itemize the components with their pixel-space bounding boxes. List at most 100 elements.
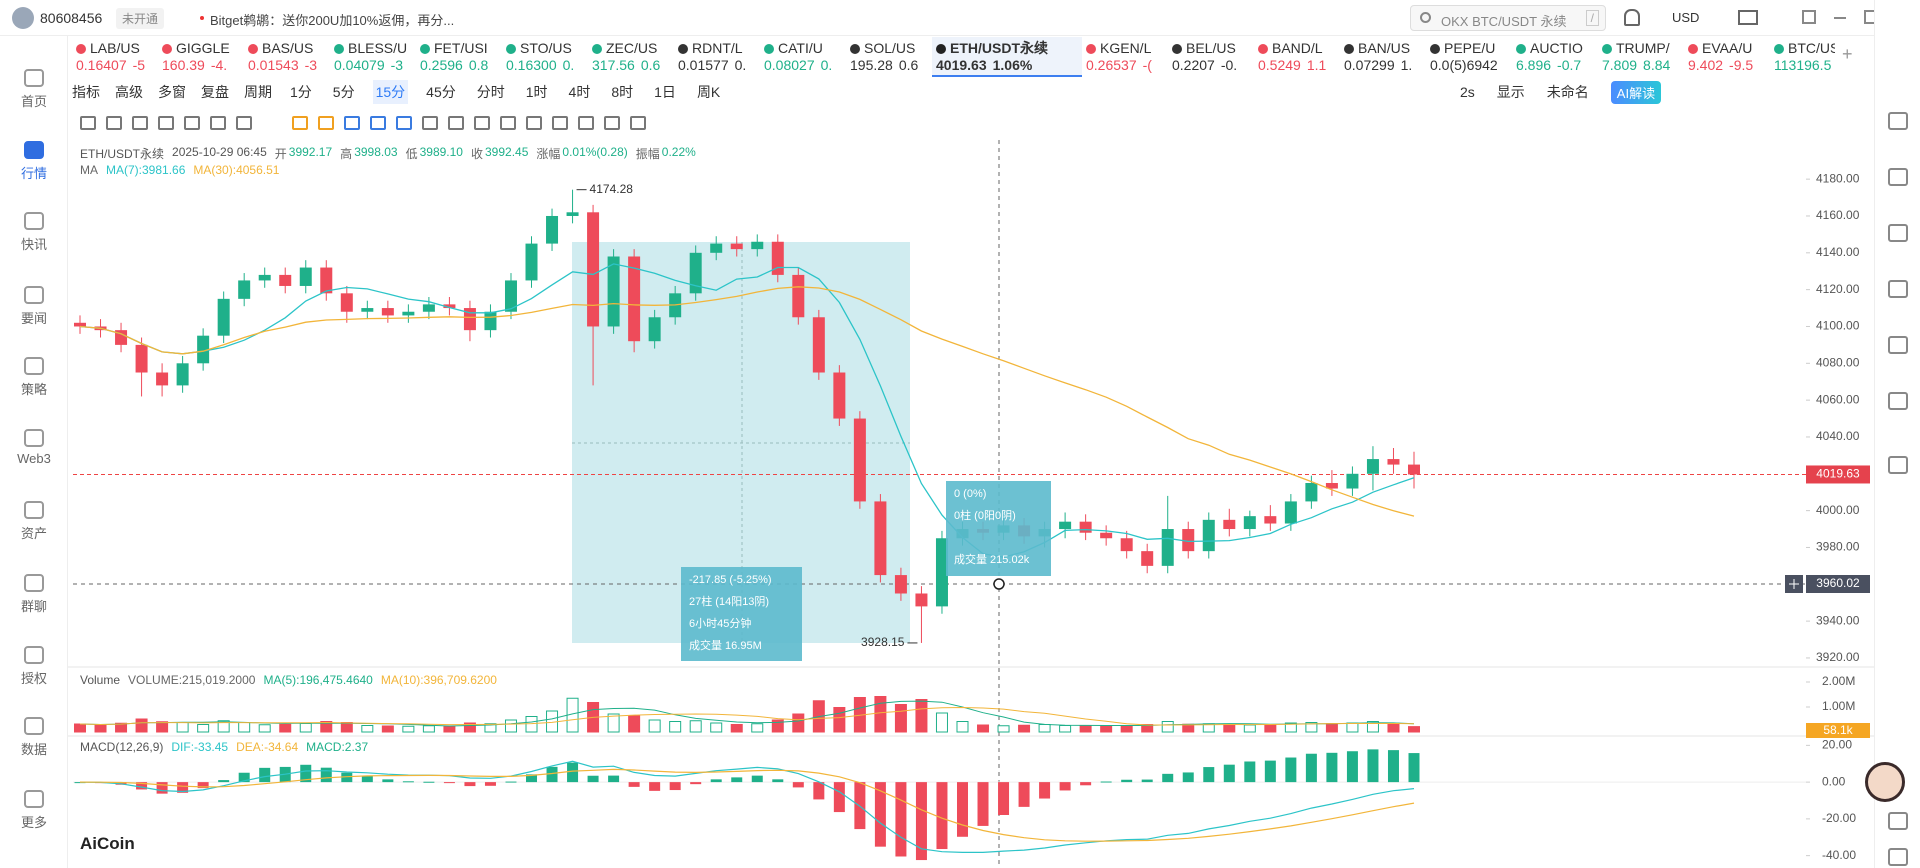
candle-body	[340, 293, 353, 312]
nav-item[interactable]: 授权	[0, 646, 68, 687]
window-icon[interactable]	[1802, 10, 1816, 24]
draw-tool-icon[interactable]	[236, 116, 252, 130]
draw-tool-icon[interactable]	[448, 116, 464, 130]
volume-bar	[956, 721, 969, 733]
nav-item[interactable]: 首页	[0, 69, 68, 110]
period-button[interactable]: 45分	[426, 84, 456, 100]
sidebar-icon[interactable]	[1888, 280, 1908, 298]
sidebar-icon[interactable]	[1888, 112, 1908, 130]
nav-item[interactable]: 群聊	[0, 574, 68, 615]
sidebar-icon[interactable]	[1888, 168, 1908, 186]
ticker-item[interactable]: BAS/US 0.01543 -3	[244, 37, 330, 77]
period-button[interactable]: 15分	[372, 80, 409, 104]
avatar[interactable]	[12, 7, 34, 29]
draw-tool-icon[interactable]	[552, 116, 568, 130]
ticker-item[interactable]: BEL/US 0.2207 -0.	[1168, 37, 1254, 77]
draw-tool-icon[interactable]	[210, 116, 226, 130]
tool-right[interactable]: AI解读	[1610, 80, 1662, 104]
nav-item[interactable]: 数据	[0, 717, 68, 758]
ticker-item[interactable]: BLESS/U 0.04079 -3	[330, 37, 416, 77]
ticker-item[interactable]: ETH/USDT永续 4019.63 1.06%	[932, 37, 1082, 77]
nav-item[interactable]: 行情	[0, 141, 68, 182]
tool-button[interactable]: 高级	[115, 84, 143, 100]
ticker-item[interactable]: STO/US 0.16300 0.	[502, 37, 588, 77]
tool-right[interactable]: 2s	[1460, 84, 1475, 100]
period-button[interactable]: 1分	[290, 84, 312, 100]
draw-tool-icon[interactable]	[80, 116, 96, 130]
tool-button[interactable]: 指标	[72, 84, 100, 100]
volume-bar	[669, 721, 682, 733]
sidebar-icon[interactable]	[1888, 224, 1908, 242]
draw-tool-icon[interactable]	[344, 116, 360, 130]
period-button[interactable]: 周K	[696, 84, 721, 100]
draw-tool-icon[interactable]	[370, 116, 386, 130]
sidebar-icon[interactable]	[1888, 392, 1908, 410]
bell-icon[interactable]	[1624, 9, 1640, 26]
ticker-item[interactable]: BAND/L 0.5249 1.1	[1254, 37, 1340, 77]
draw-tool-icon[interactable]	[132, 116, 148, 130]
draw-tool-icon[interactable]	[604, 116, 620, 130]
ticker-item[interactable]: SOL/US 195.28 0.6	[846, 37, 932, 77]
draw-tool-icon[interactable]	[630, 116, 646, 130]
draw-tool-icon[interactable]	[318, 116, 334, 130]
ticker-item[interactable]: EVAA/U 9.402 -9.5	[1684, 37, 1770, 77]
ticker-item[interactable]: PEPE/U 0.0(5)6942	[1426, 37, 1512, 77]
draw-tool-icon[interactable]	[500, 116, 516, 130]
draw-tool-icon[interactable]	[292, 116, 308, 130]
sidebar-icon[interactable]	[1888, 336, 1908, 354]
period-button[interactable]: 1日	[654, 84, 676, 100]
tool-right[interactable]: 显示	[1496, 84, 1525, 100]
ticker-item[interactable]: KGEN/L 0.26537 -(	[1082, 37, 1168, 77]
ticker-item[interactable]: TRUMP/7.809 8.84	[1598, 37, 1684, 77]
nav-item[interactable]: 更多	[0, 790, 68, 831]
period-button[interactable]: 5分	[332, 84, 355, 100]
draw-tool-icon[interactable]	[184, 116, 200, 130]
badge[interactable]: 未开通	[116, 8, 165, 29]
ticker-item[interactable]: ZEC/US 317.56 0.6	[588, 37, 674, 77]
period-button[interactable]: 1时	[525, 84, 548, 100]
assistant-avatar[interactable]	[1865, 762, 1905, 802]
search-box[interactable]: OKX BTC/USDT 永续 /	[1410, 5, 1606, 31]
tool-button[interactable]: 复盘	[201, 84, 229, 100]
sidebar-icon[interactable]	[1888, 456, 1908, 474]
period-button[interactable]: 4时	[568, 84, 591, 100]
draw-tool-icon[interactable]	[106, 116, 122, 130]
draw-tool-icon[interactable]	[158, 116, 174, 130]
period-button[interactable]: 8时	[611, 84, 634, 100]
ticker-item[interactable]: FET/USI 0.2596 0.8	[416, 37, 502, 77]
ticker-item[interactable]: CATI/U 0.08027 0.	[760, 37, 846, 77]
nav-item[interactable]: 要闻	[0, 286, 68, 327]
ticker-item[interactable]: GIGGLE 160.39 -4.	[158, 37, 244, 77]
draw-tool-icon[interactable]	[474, 116, 490, 130]
draw-tool-icon[interactable]	[526, 116, 542, 130]
ticker-item[interactable]: AUCTIO 6.896 -0.7	[1512, 37, 1598, 77]
nav-item[interactable]: 快讯	[0, 212, 68, 253]
volume-bar	[833, 707, 846, 733]
ticker-item[interactable]: BAN/US 0.07299 1.	[1340, 37, 1426, 77]
nav-item[interactable]: Web3	[0, 429, 68, 466]
ticker-item[interactable]: RDNT/L 0.01577 0.	[674, 37, 760, 77]
draw-tool-icon[interactable]	[578, 116, 594, 130]
ticker-item[interactable]: LAB/US 0.16407 -5	[72, 37, 158, 77]
nav-item[interactable]: 策略	[0, 357, 68, 398]
coin-icon	[1602, 43, 1612, 54]
sidebar-icon[interactable]	[1888, 848, 1908, 866]
currency[interactable]: USD	[1672, 10, 1700, 25]
add-tab[interactable]: +	[1842, 44, 1853, 64]
coin-icon	[1430, 43, 1440, 54]
tool-button[interactable]: 多窗	[158, 84, 186, 100]
draw-tool-icon[interactable]	[396, 116, 412, 130]
macd-tick-label: -20.00	[1822, 811, 1856, 825]
tool-button[interactable]: 周期	[244, 84, 272, 100]
period-button[interactable]: 分时	[476, 84, 505, 100]
promo[interactable]: Bitget鹈鹕：送你200U加10%返佣，再分...	[210, 13, 455, 28]
tool-right[interactable]: 未命名	[1546, 84, 1589, 100]
draw-tool-icon[interactable]	[422, 116, 438, 130]
minimize[interactable]	[1834, 17, 1846, 19]
nav-item[interactable]: 资产	[0, 501, 68, 542]
mail-icon[interactable]	[1738, 10, 1758, 25]
coin-icon	[764, 43, 774, 54]
y-tick-label: 4140.00	[1816, 245, 1860, 259]
sidebar-icon[interactable]	[1888, 812, 1908, 830]
